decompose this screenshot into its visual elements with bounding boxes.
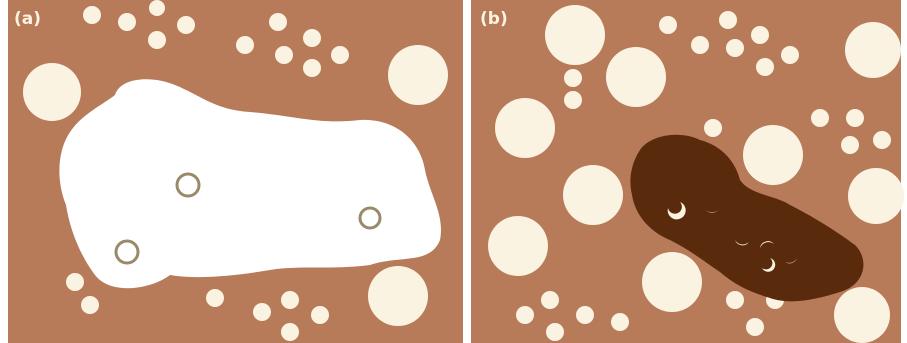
panel-label: (b) [480,9,508,29]
figure: (a) (b) [0,0,907,343]
panel-label: (a) [14,9,41,29]
panel-a: (a) [8,0,463,343]
panel-b: (b) [471,0,904,343]
